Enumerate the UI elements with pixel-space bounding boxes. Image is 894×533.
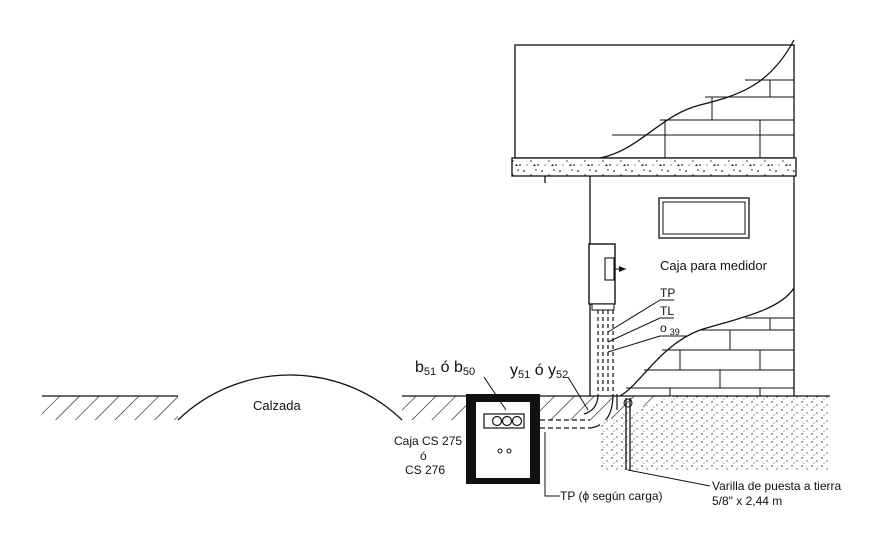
concrete-slab [511, 157, 797, 183]
upper-building [514, 39, 795, 159]
grounding-rod [623, 398, 633, 470]
label-b51-b50: b51 ó b50 [415, 359, 475, 378]
label-varilla-1: Varilla de puesta a tierra [712, 479, 842, 493]
label-caja-cs-3: CS 276 [405, 463, 445, 477]
label-varilla-2: 5/8" x 2,44 m [712, 494, 782, 508]
leader-lines [483, 299, 711, 497]
lower-wall [589, 176, 795, 397]
road-crown [177, 374, 403, 421]
ground-profile [42, 374, 830, 470]
label-calzada: Calzada [253, 398, 301, 413]
label-tp-carga: TP (ϕ según carga) [560, 489, 663, 503]
label-tl: TL [660, 304, 674, 318]
label-caja-cs-2: ó [420, 449, 427, 463]
box-cs275 [466, 394, 590, 484]
label-y51-y52: y51 ó y52 [510, 362, 568, 381]
window [658, 197, 750, 239]
label-caja-medidor: Caja para medidor [660, 258, 768, 273]
meter-box [588, 243, 626, 311]
label-o39: o 39 [660, 321, 680, 337]
label-tp: TP [660, 286, 675, 300]
label-caja-cs-1: Caja CS 275 [394, 434, 462, 448]
